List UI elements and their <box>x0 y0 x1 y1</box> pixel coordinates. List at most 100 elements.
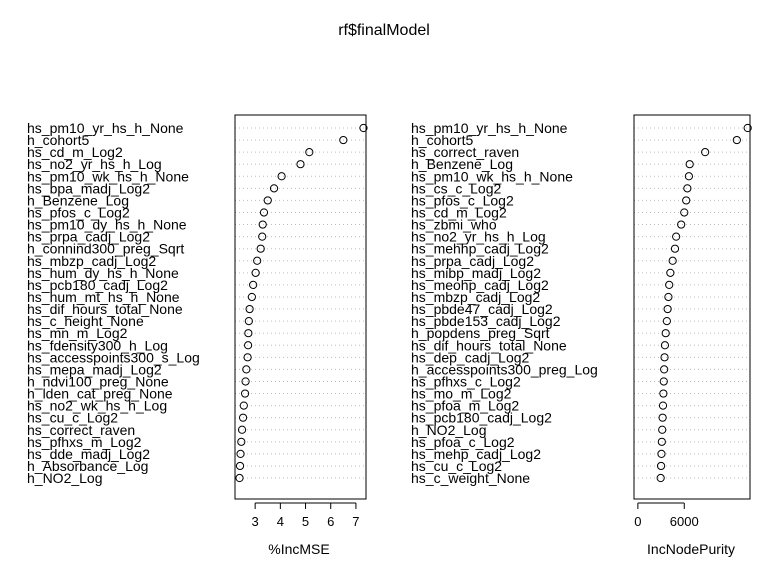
incmse-variable-label: hs_bpa_madj_Log2 <box>27 180 150 196</box>
incmse-x-tick-label: 6 <box>327 514 334 529</box>
incnodepurity-point <box>656 473 665 483</box>
incmse-variable-label: hs_mepa_madj_Log2 <box>27 361 162 377</box>
incnodepurity-variable-label: hs_mehp_cadj_Log2 <box>411 446 541 462</box>
incnodepurity-point <box>677 220 686 229</box>
incmse-variable-label: hs_prpa_cadj_Log2 <box>27 229 150 245</box>
incmse-point <box>305 148 314 157</box>
incnodepurity-variable-label: h_NO2_Log <box>411 422 487 438</box>
incmse-variable-label: hs_accesspoints300_s_Log <box>27 349 200 365</box>
incmse-variable-label: hs_pm10_wk_hs_h_None <box>27 168 189 184</box>
incnodepurity-variable-label: hs_pm10_wk_hs_h_None <box>411 168 573 184</box>
incnodepurity-variable-label: h_accesspoints300_preg_Log <box>411 361 598 377</box>
incmse-variable-label: hs_pfos_c_Log2 <box>27 204 130 220</box>
incmse-variable-label: hs_hum_dy_hs_h_None <box>27 265 179 281</box>
incmse-variable-label: hs_cd_m_Log2 <box>27 144 123 160</box>
incmse-x-tick-label: 5 <box>302 514 309 529</box>
incnodepurity-variable-label: hs_pm10_yr_hs_h_None <box>411 120 568 136</box>
incmse-point <box>237 425 247 434</box>
incmse-variable-label: hs_c_height_None <box>27 313 144 329</box>
incnodepurity-variable-label: hs_dif_hours_total_None <box>411 337 567 353</box>
incmse-variable-label: hs_pcb180_cadj_Log2 <box>27 277 168 293</box>
incmse-variable-label: h_lden_cat_preg_None <box>27 386 173 402</box>
incmse-point <box>259 208 269 217</box>
incnodepurity-point <box>660 353 669 362</box>
incmse-point <box>236 449 245 458</box>
incnodepurity-point <box>662 317 671 326</box>
incmse-panel: %IncMSE hs_pm10_yr_hs_h_Noneh_cohort5hs_… <box>27 114 368 557</box>
incnodepurity-variable-label: h_Benzene_Log <box>411 156 513 172</box>
incnodepurity-point <box>682 196 691 205</box>
incnodepurity-point <box>732 135 741 145</box>
incnodepurity-point <box>656 461 666 471</box>
incmse-variable-label: h_NO2_Log <box>27 470 103 486</box>
incmse-point <box>245 304 254 314</box>
incnodepurity-variable-label: hs_cd_m_Log2 <box>411 204 507 220</box>
incmse-point <box>238 413 248 422</box>
incmse-x-tick-label: 7 <box>352 514 359 529</box>
incnodepurity-point <box>743 123 752 133</box>
chart-title: rf$finalModel <box>338 22 430 39</box>
incmse-variable-label: hs_pm10_yr_hs_h_None <box>27 120 184 136</box>
incmse-variable-label: hs_dif_hours_total_None <box>27 301 183 317</box>
incnodepurity-variable-label: hs_pfoa_c_Log2 <box>411 434 515 450</box>
incnodepurity-panel: IncNodePurity hs_pm10_yr_hs_h_Noneh_coho… <box>411 114 752 557</box>
incnodepurity-point <box>668 256 677 265</box>
incnodepurity-variable-label: hs_dep_cadj_Log2 <box>411 349 530 365</box>
incnodepurity-variable-label: hs_prpa_cadj_Log2 <box>411 253 534 269</box>
incmse-variable-label: hs_no2_wk_hs_h_Log <box>27 398 167 414</box>
incmse-variable-label: hs_correct_raven <box>27 422 135 438</box>
incnodepurity-point <box>663 304 672 314</box>
incnodepurity-point <box>701 148 710 157</box>
incnodepurity-variable-label: hs_mo_m_Log2 <box>411 386 512 402</box>
incmse-x-axis-title: %IncMSE <box>268 541 329 557</box>
incmse-variable-label: hs_fdensity300_h_Log <box>27 337 168 353</box>
incnodepurity-point <box>684 172 694 181</box>
incmse-point <box>277 172 286 181</box>
incmse-point <box>235 473 244 483</box>
incnodepurity-variable-label: hs_mehhp_cadj_Log2 <box>411 241 549 257</box>
incnodepurity-point <box>660 365 669 374</box>
incnodepurity-point <box>664 292 673 302</box>
incnodepurity-variable-label: hs_mbzp_cadj_Log2 <box>411 289 540 305</box>
incnodepurity-point <box>680 208 689 217</box>
incnodepurity-x-tick-label: 6000 <box>670 514 699 529</box>
incmse-plot-frame <box>234 114 367 500</box>
incmse-point <box>241 377 250 386</box>
incnodepurity-x-axis-title: IncNodePurity <box>647 541 735 557</box>
incnodepurity-variable-label: h_popdens_preg_Sqrt <box>411 325 550 341</box>
incnodepurity-plot-frame <box>633 114 751 500</box>
incmse-variable-label: hs_dde_madj_Log2 <box>27 446 150 462</box>
incnodepurity-point <box>670 244 680 253</box>
incnodepurity-variable-label: hs_pfhxs_c_Log2 <box>411 373 521 389</box>
incnodepurity-variable-label: hs_mibp_madj_Log2 <box>411 265 541 281</box>
incmse-point <box>244 317 253 326</box>
incmse-variable-label: h_Absorbance_Log <box>27 458 148 474</box>
incmse-variable-label: h_Benzene_Log <box>27 192 129 208</box>
incnodepurity-point <box>658 413 667 422</box>
incnodepurity-variable-label: hs_cs_c_Log2 <box>411 180 502 196</box>
incnodepurity-variable-label: hs_pbde47_cadj_Log2 <box>411 301 553 317</box>
incmse-point <box>258 220 267 229</box>
incmse-variable-label: hs_no2_yr_hs_h_Log <box>27 156 162 172</box>
incnodepurity-variable-label: hs_pbde153_cadj_Log2 <box>411 313 561 329</box>
incmse-variable-label: hs_mn_m_Log2 <box>27 325 128 341</box>
incnodepurity-variable-label: hs_meohp_cadj_Log2 <box>411 277 549 293</box>
incmse-point <box>251 268 260 277</box>
incmse-x-tick-label: 4 <box>277 514 284 529</box>
incmse-point <box>258 232 267 241</box>
incmse-point <box>269 184 279 193</box>
incnodepurity-point <box>659 389 668 398</box>
incnodepurity-point <box>672 232 681 241</box>
incmse-variable-label: hs_hum_mt_hs_h_None <box>27 289 180 305</box>
incmse-point <box>239 401 248 410</box>
incmse-point <box>249 280 258 290</box>
incmse-point <box>244 329 253 338</box>
incmse-point <box>240 389 250 398</box>
incmse-point <box>242 365 251 374</box>
incnodepurity-variable-label: hs_no2_yr_hs_h_Log <box>411 229 546 245</box>
incmse-variable-label: hs_cu_c_Log2 <box>27 410 118 426</box>
incnodepurity-variable-label: hs_zbmi_who <box>411 217 497 233</box>
incnodepurity-variable-label: hs_c_weight_None <box>411 470 530 486</box>
incmse-variable-label: h_cohort5 <box>27 132 89 148</box>
incmse-point <box>235 461 245 471</box>
